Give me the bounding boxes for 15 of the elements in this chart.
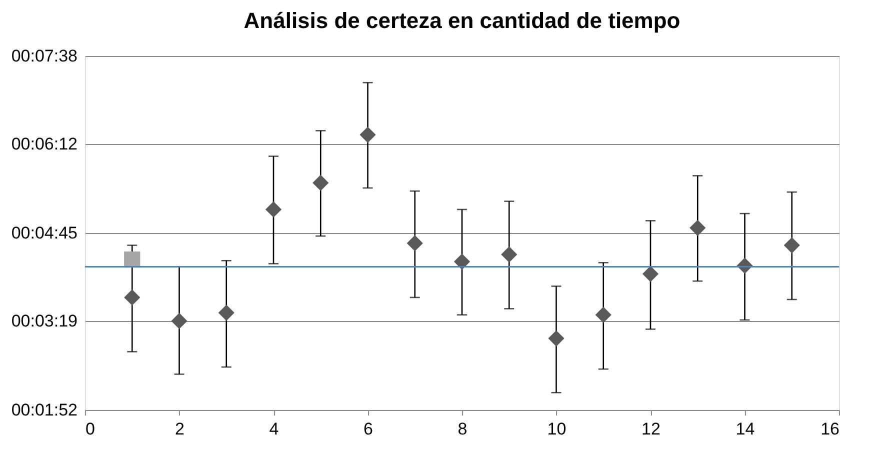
y-tick-label: 00:04:45 — [11, 224, 78, 242]
x-tick-label: 4 — [269, 420, 279, 438]
x-tick-label: 16 — [820, 420, 840, 438]
x-tick-label: 12 — [642, 420, 660, 438]
y-tick-label: 00:06:12 — [11, 134, 78, 154]
y-tick-label: 00:01:52 — [11, 400, 78, 420]
x-tick-label: 0 — [86, 420, 95, 438]
y-tick-label: 00:03:19 — [11, 311, 78, 330]
x-tick-label: 8 — [458, 420, 468, 438]
x-tick-label: 10 — [547, 420, 566, 438]
x-tick-label: 2 — [175, 420, 184, 438]
chart-title: Análisis de certeza en cantidad de tiempo — [244, 8, 680, 33]
x-tick-label: 6 — [364, 420, 373, 438]
x-tick-label: 14 — [736, 420, 755, 438]
y-tick-label: 00:07:38 — [11, 46, 78, 66]
